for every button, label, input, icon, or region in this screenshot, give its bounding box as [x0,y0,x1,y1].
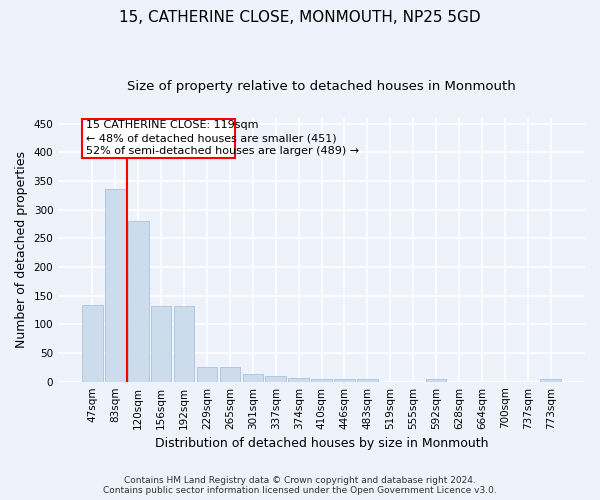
Text: 15 CATHERINE CLOSE: 119sqm
← 48% of detached houses are smaller (451)
52% of sem: 15 CATHERINE CLOSE: 119sqm ← 48% of deta… [86,120,359,156]
Bar [174,306,194,382]
Bar [541,380,561,382]
Bar [82,119,235,158]
Bar [334,380,355,382]
Bar [265,376,286,382]
Bar [82,306,103,382]
Bar [426,380,446,382]
Title: Size of property relative to detached houses in Monmouth: Size of property relative to detached ho… [127,80,516,93]
Bar [289,378,309,382]
Bar [311,379,332,382]
Bar [242,374,263,382]
Y-axis label: Number of detached properties: Number of detached properties [15,151,28,348]
Bar [105,190,125,382]
X-axis label: Distribution of detached houses by size in Monmouth: Distribution of detached houses by size … [155,437,488,450]
Bar [220,367,240,382]
Bar [151,306,172,382]
Text: Contains HM Land Registry data © Crown copyright and database right 2024.
Contai: Contains HM Land Registry data © Crown c… [103,476,497,495]
Bar [197,367,217,382]
Text: 15, CATHERINE CLOSE, MONMOUTH, NP25 5GD: 15, CATHERINE CLOSE, MONMOUTH, NP25 5GD [119,10,481,25]
Bar [128,221,149,382]
Bar [357,380,378,382]
